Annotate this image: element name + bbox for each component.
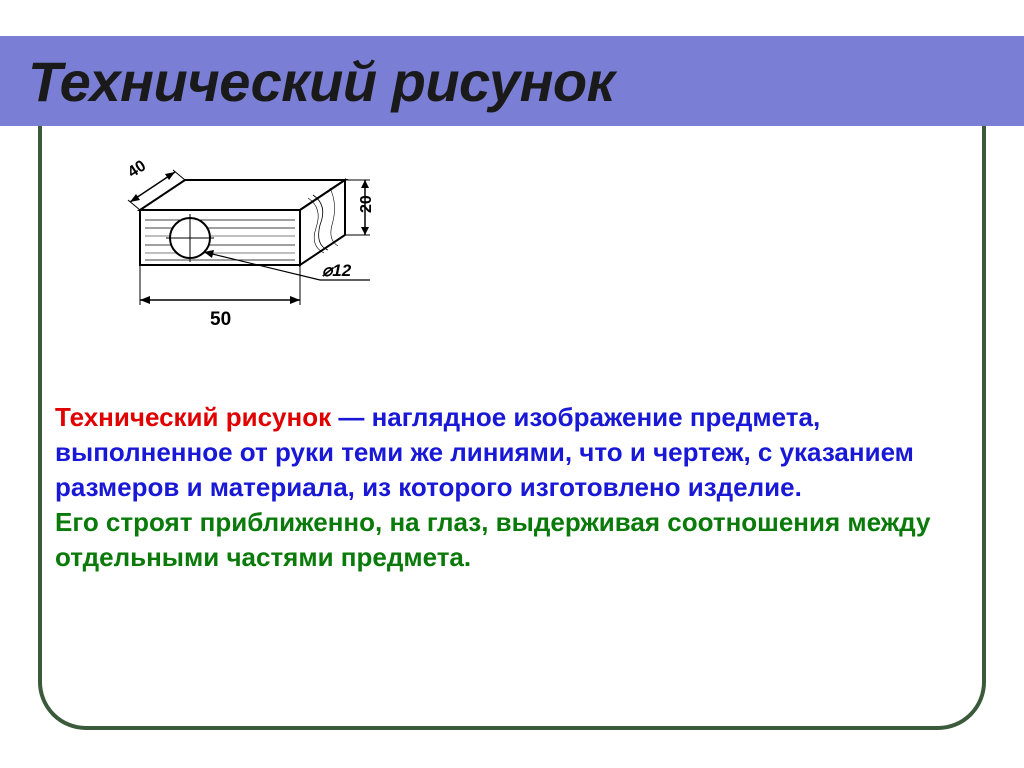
dash: — [331,402,371,432]
def-green: Его строят приближенно, на глаз, выдержи… [55,507,930,572]
definition-text: Технический рисунок — наглядное изображе… [55,400,969,575]
svg-text:⌀12: ⌀12 [322,261,352,280]
technical-drawing: 40 20 50 ⌀12 [70,150,390,365]
dim-depth-label: 40 [125,157,149,181]
term: Технический рисунок [55,402,331,432]
svg-text:50: 50 [210,309,231,330]
slide-title: Технический рисунок [28,49,615,114]
title-bar: Технический рисунок [0,36,1024,126]
svg-text:20: 20 [358,195,375,213]
